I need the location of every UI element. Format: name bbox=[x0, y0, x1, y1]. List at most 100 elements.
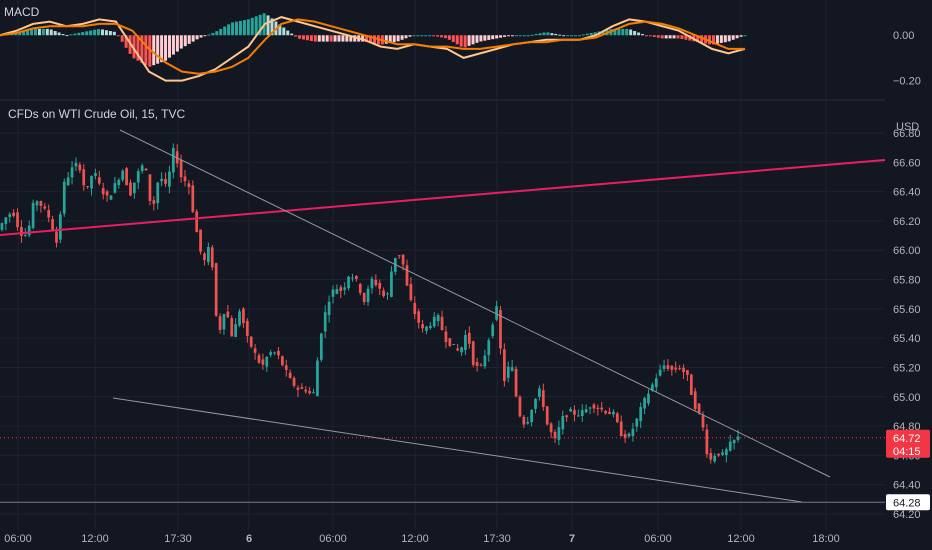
macd-line bbox=[0, 16, 746, 82]
candle-body bbox=[249, 336, 253, 347]
macd-histogram-bar bbox=[436, 35, 440, 37]
macd-histogram-bar bbox=[372, 35, 376, 44]
candle-body bbox=[487, 340, 491, 356]
macd-histogram-bar bbox=[156, 35, 160, 64]
macd-histogram-bar bbox=[144, 35, 148, 66]
candle-body bbox=[117, 179, 121, 186]
candle-body bbox=[292, 377, 296, 386]
macd-histogram-bar bbox=[518, 35, 522, 37]
candle-body bbox=[654, 378, 658, 388]
macd-title: MACD bbox=[4, 5, 40, 19]
macd-histogram-bar bbox=[542, 32, 546, 36]
macd-histogram-bar bbox=[266, 15, 270, 36]
candle-body bbox=[541, 390, 545, 407]
candle-body bbox=[647, 393, 650, 404]
macd-histogram-bar bbox=[459, 35, 463, 47]
candle-body bbox=[421, 324, 424, 329]
candle-body bbox=[662, 365, 666, 369]
macd-histogram-bar bbox=[581, 34, 585, 36]
candle-body bbox=[97, 177, 101, 184]
macd-histogram-bar bbox=[416, 35, 420, 37]
macd-histogram-bar bbox=[743, 35, 747, 37]
candle-body bbox=[23, 235, 27, 237]
macd-histogram-bar bbox=[700, 35, 704, 43]
candle-body bbox=[238, 311, 241, 326]
candle-body bbox=[288, 372, 292, 379]
candle-body bbox=[565, 415, 569, 418]
macd-histogram-bar bbox=[641, 34, 645, 36]
macd-histogram-bar bbox=[207, 34, 211, 36]
macd-histogram-bar bbox=[546, 32, 550, 36]
macd-histogram-bar bbox=[404, 35, 408, 39]
candle-body bbox=[113, 183, 117, 193]
macd-histogram-bar bbox=[526, 35, 530, 37]
candle-body bbox=[207, 246, 210, 263]
candle-body bbox=[140, 165, 144, 172]
candle-body bbox=[168, 171, 171, 187]
macd-histogram-bar bbox=[664, 35, 668, 39]
macd-histogram-bar bbox=[384, 35, 388, 44]
macd-histogram-bar bbox=[140, 35, 144, 63]
candle-body bbox=[584, 409, 588, 413]
candle-body bbox=[378, 282, 382, 289]
candle-body bbox=[721, 452, 724, 455]
time-tick-label: 7 bbox=[569, 533, 575, 545]
candle-body bbox=[401, 254, 405, 265]
macd-histogram-bar bbox=[483, 35, 487, 41]
macd-histogram-bar bbox=[22, 30, 26, 36]
macd-histogram-bar bbox=[171, 35, 175, 55]
macd-histogram-bar bbox=[534, 34, 538, 36]
macd-histogram-bar bbox=[510, 35, 514, 37]
current-price-tag bbox=[886, 429, 930, 458]
resistance-trendline[interactable] bbox=[0, 159, 886, 236]
candle-body bbox=[615, 413, 619, 423]
time-tick-label: 06:00 bbox=[319, 533, 347, 545]
candle-body bbox=[639, 407, 643, 422]
candle-body bbox=[658, 369, 662, 376]
macd-histogram-bar bbox=[97, 29, 101, 36]
candle-body bbox=[456, 348, 459, 351]
macd-histogram-bar bbox=[479, 35, 483, 42]
candle-body bbox=[386, 293, 389, 295]
macd-histogram-bar bbox=[660, 35, 664, 39]
macd-histogram-bar bbox=[601, 30, 605, 36]
macd-histogram-bar bbox=[148, 35, 152, 67]
macd-histogram-bar bbox=[554, 33, 558, 36]
time-tick-label: 6 bbox=[246, 533, 252, 545]
candle-body bbox=[195, 211, 199, 233]
candle-body bbox=[713, 455, 717, 462]
lower-wedge-line[interactable] bbox=[112, 397, 803, 503]
candle-body bbox=[651, 384, 654, 391]
macd-histogram-bar bbox=[629, 29, 633, 36]
candle-body bbox=[588, 407, 592, 409]
candle-body bbox=[78, 164, 82, 171]
macd-histogram-bar bbox=[467, 35, 471, 46]
candle-body bbox=[464, 335, 467, 350]
macd-histogram-bar bbox=[652, 35, 656, 37]
macd-histogram-bar bbox=[81, 32, 85, 36]
candle-body bbox=[526, 421, 530, 424]
macd-histogram-bar bbox=[286, 30, 290, 36]
candle-body bbox=[129, 182, 132, 196]
candle-body bbox=[518, 396, 522, 417]
price-tick-label: 66.60 bbox=[893, 157, 921, 169]
macd-lines bbox=[0, 16, 746, 82]
candle-body bbox=[284, 365, 288, 370]
upper-wedge-line[interactable] bbox=[119, 129, 831, 478]
candle-body bbox=[697, 403, 701, 413]
macd-histogram-bar bbox=[637, 32, 641, 36]
macd-histogram-bar bbox=[238, 20, 242, 36]
time-tick-label: 18:00 bbox=[812, 533, 840, 545]
candle-body bbox=[47, 210, 51, 218]
candle-body bbox=[175, 151, 179, 164]
macd-histogram-bar bbox=[353, 35, 357, 42]
candle-body bbox=[580, 410, 584, 416]
candle-countdown: 04:15 bbox=[893, 446, 921, 458]
macd-histogram-bar bbox=[223, 26, 227, 36]
candle-body bbox=[483, 355, 487, 367]
candle-body bbox=[94, 172, 97, 176]
candle-body bbox=[355, 275, 358, 279]
macd-histogram-bar bbox=[85, 31, 89, 36]
